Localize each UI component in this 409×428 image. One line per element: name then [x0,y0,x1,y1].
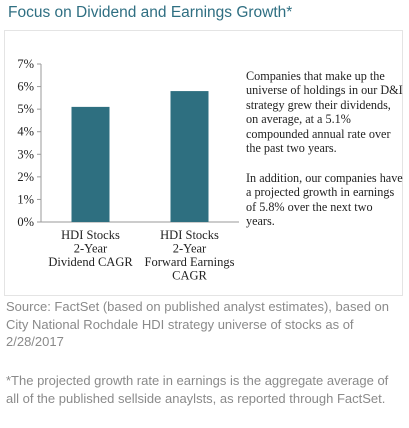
bar [170,91,209,222]
chart-card: 0% 1% 2% 3% 4% 5% 6% 7% HDI Stocks 2-Year Dividend… [4,30,403,296]
x-category-label: CAGR [172,269,207,283]
x-category-label: Forward Earnings [145,255,235,269]
x-category-label: HDI Stocks [61,228,120,242]
x-category-label: Dividend CAGR [48,255,133,269]
description-paragraph-2: In addition, our companies have a projec… [246,171,403,229]
x-category-label: 2-Year [173,242,207,256]
y-tick-label: 5% [17,102,34,116]
y-tick-label: 1% [17,192,34,206]
y-tick-label: 4% [17,125,34,139]
y-tick-label: 6% [17,80,34,94]
page-title: Focus on Dividend and Earnings Growth* [8,4,293,21]
x-category-label: HDI Stocks [160,228,219,242]
description-paragraph-1: Companies that make up the universe of h… [246,69,403,156]
x-category-label: 2-Year [74,242,108,256]
y-tick-label: 3% [17,147,34,161]
y-tick-label: 7% [17,57,34,71]
y-tick-label: 0% [17,215,34,229]
y-tick-label: 2% [17,170,34,184]
source-note: Source: FactSet (based on published anal… [6,299,389,349]
footnote: *The projected growth rate in earnings i… [6,373,389,406]
bar-chart: 0%1%2%3%4%5%6%7%HDI Stocks2-YearDividend… [17,57,239,283]
bar [71,106,110,222]
